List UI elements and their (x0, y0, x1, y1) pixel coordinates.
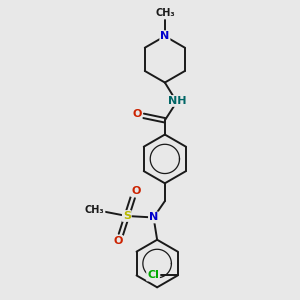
Text: O: O (131, 186, 140, 196)
Text: N: N (160, 31, 170, 41)
Text: O: O (113, 236, 123, 246)
Text: N: N (149, 212, 158, 223)
Text: NH: NH (168, 96, 187, 106)
Text: Cl: Cl (147, 270, 159, 280)
Text: CH₃: CH₃ (155, 8, 175, 18)
Text: S: S (123, 211, 131, 221)
Text: O: O (132, 109, 142, 119)
Text: CH₃: CH₃ (85, 205, 104, 215)
